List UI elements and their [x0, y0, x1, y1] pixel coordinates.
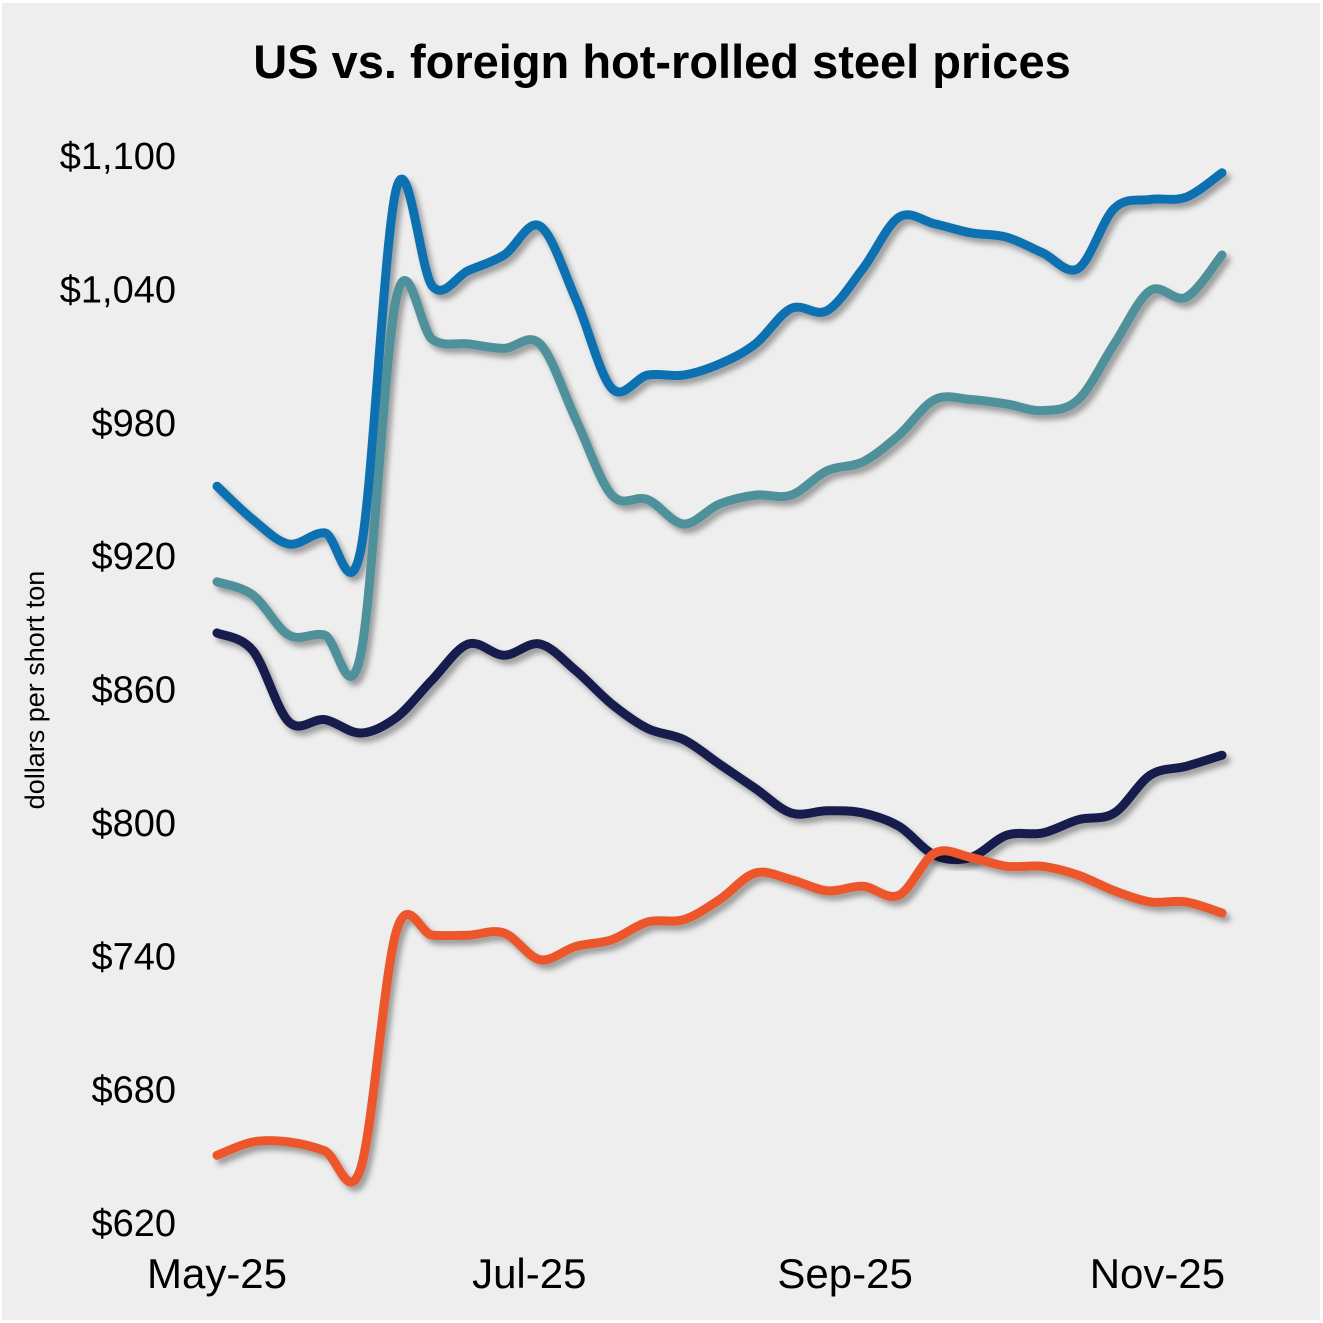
- y-tick-label: $740: [91, 936, 176, 978]
- series-lines: [212, 168, 1227, 1187]
- series-blue-line: [212, 168, 1227, 577]
- y-tick-label: $980: [91, 403, 176, 445]
- y-tick-label: $800: [91, 803, 176, 845]
- series-teal-line: [212, 250, 1227, 681]
- y-axis-label: dollars per short ton: [20, 571, 50, 810]
- x-tick-label: May-25: [147, 1250, 287, 1297]
- x-axis-ticks: May-25 Jul-25 Sep-25 Nov-25: [147, 1250, 1225, 1297]
- y-tick-label: $1,100: [60, 136, 176, 178]
- series-orange-line: [212, 846, 1227, 1187]
- chart-title: US vs. foreign hot-rolled steel prices: [253, 35, 1070, 88]
- y-tick-label: $620: [91, 1203, 176, 1245]
- y-tick-label: $920: [91, 536, 176, 578]
- x-tick-label: Sep-25: [777, 1250, 912, 1297]
- y-tick-label: $1,040: [60, 269, 176, 311]
- y-axis-ticks: $620 $680 $740 $800 $860 $920 $980 $1,040 $1,100: [60, 136, 176, 1245]
- series-navy-line: [212, 628, 1227, 865]
- x-tick-label: Nov-25: [1090, 1250, 1225, 1297]
- y-tick-label: $860: [91, 670, 176, 712]
- y-tick-label: $680: [91, 1070, 176, 1112]
- x-tick-label: Jul-25: [472, 1250, 586, 1297]
